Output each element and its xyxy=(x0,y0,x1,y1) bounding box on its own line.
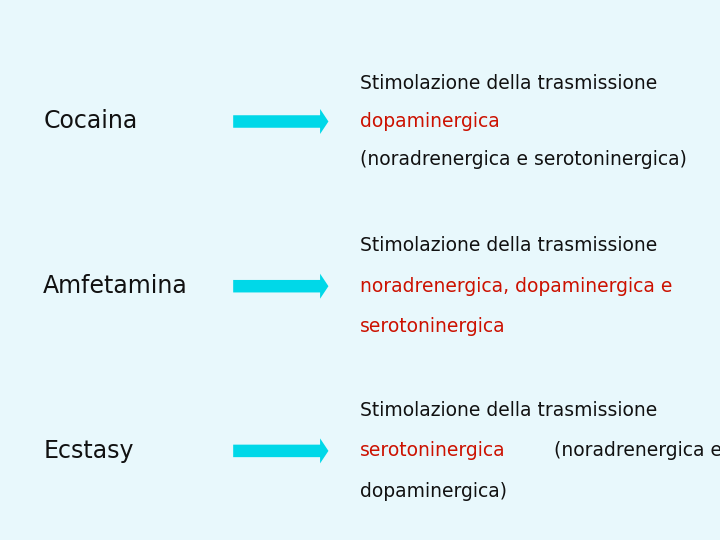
Text: (noradrenergica e: (noradrenergica e xyxy=(548,441,720,461)
Text: Amfetamina: Amfetamina xyxy=(43,274,188,298)
Text: serotoninergica: serotoninergica xyxy=(360,441,505,461)
Text: Ecstasy: Ecstasy xyxy=(43,439,134,463)
Text: Cocaina: Cocaina xyxy=(43,110,138,133)
Text: serotoninergica: serotoninergica xyxy=(360,317,505,336)
Text: (noradrenergica e serotoninergica): (noradrenergica e serotoninergica) xyxy=(360,150,687,169)
Text: noradrenergica, dopaminergica e: noradrenergica, dopaminergica e xyxy=(360,276,672,296)
Text: dopaminergica: dopaminergica xyxy=(360,112,500,131)
Text: Stimolazione della trasmissione: Stimolazione della trasmissione xyxy=(360,74,657,93)
Text: Stimolazione della trasmissione: Stimolazione della trasmissione xyxy=(360,236,657,255)
Text: Stimolazione della trasmissione: Stimolazione della trasmissione xyxy=(360,401,657,420)
Text: dopaminergica): dopaminergica) xyxy=(360,482,507,501)
